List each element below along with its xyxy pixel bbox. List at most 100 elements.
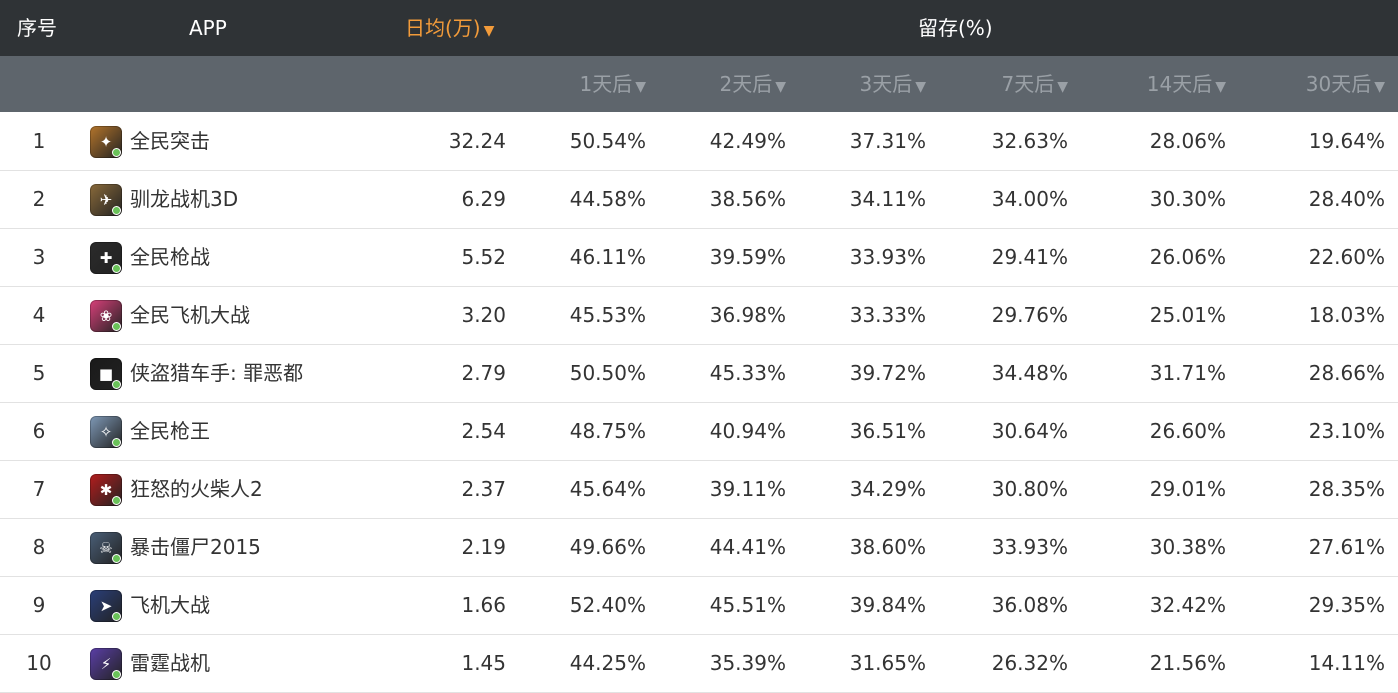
retention-r14-cell: 21.56% <box>1149 651 1226 675</box>
app-name: 全民枪王 <box>130 419 210 443</box>
app-cell[interactable]: ⚡ 雷霆战机 <box>90 635 210 692</box>
app-cell[interactable]: ✱ 狂怒的火柴人2 <box>90 461 263 518</box>
table-row[interactable]: 1 ✦ 全民突击 32.24 50.54% 42.49% 37.31% 32.63% 28.06… <box>0 113 1398 171</box>
status-dot-icon <box>112 495 121 505</box>
app-name: 侠盗猎车手: 罪恶都 <box>130 361 304 385</box>
dragon-game-icon: ✈ <box>90 183 122 216</box>
retention-r2-cell: 45.51% <box>709 593 786 617</box>
thunder-jet-game-icon: ⚡ <box>90 647 122 680</box>
retention-r3-cell: 31.65% <box>849 651 926 675</box>
table-row[interactable]: 10 ⚡ 雷霆战机 1.45 44.25% 35.39% 31.65% 26.32% 21.56… <box>0 635 1398 693</box>
table-row[interactable]: 6 ✧ 全民枪王 2.54 48.75% 40.94% 36.51% 30.64% 26.60%… <box>0 403 1398 461</box>
retention-r1-cell: 49.66% <box>569 535 646 559</box>
retention-r7-cell: 26.32% <box>991 651 1068 675</box>
retention-r7-cell: 30.80% <box>991 477 1068 501</box>
icon-glyph: ☠ <box>99 538 113 557</box>
retention-r14-cell: 28.06% <box>1149 129 1226 153</box>
gta-game-icon: ■ <box>90 357 122 390</box>
app-name: 飞机大战 <box>130 593 210 617</box>
status-dot-icon <box>112 263 121 273</box>
status-dot-icon <box>112 321 121 331</box>
retention-r1-cell: 44.25% <box>569 651 646 675</box>
rank-cell: 10 <box>26 651 52 675</box>
app-name: 驯龙战机3D <box>130 187 239 211</box>
day1-label: 1天后 <box>579 72 633 96</box>
retention-r3-cell: 34.11% <box>849 187 926 211</box>
retention-r30-cell: 23.10% <box>1308 419 1385 443</box>
table-row[interactable]: 9 ➤ 飞机大战 1.66 52.40% 45.51% 39.84% 36.08% 32.42%… <box>0 577 1398 635</box>
soldier-game-icon: ✦ <box>90 125 122 158</box>
sniper-game-icon: ✧ <box>90 415 122 448</box>
retention-r1-cell: 45.53% <box>569 303 646 327</box>
retention-r3-cell: 39.72% <box>849 361 926 385</box>
sort-desc-icon: ▼ <box>1057 79 1068 95</box>
sort-desc-icon: ▼ <box>635 79 646 95</box>
rank-cell: 8 <box>32 535 46 559</box>
icon-glyph: ✚ <box>99 248 113 267</box>
rank-cell: 1 <box>32 129 46 153</box>
day1-sort-header[interactable]: 1天后 ▼ <box>579 56 646 112</box>
day3-sort-header[interactable]: 3天后 ▼ <box>859 56 926 112</box>
retention-r2-cell: 42.49% <box>709 129 786 153</box>
table-row[interactable]: 7 ✱ 狂怒的火柴人2 2.37 45.64% 39.11% 34.29% 30.80% 29.… <box>0 461 1398 519</box>
app-name: 狂怒的火柴人2 <box>130 477 263 501</box>
daily-users-sort-header[interactable]: 日均(万) ▼ <box>405 0 494 56</box>
retention-r2-cell: 45.33% <box>709 361 786 385</box>
retention-r2-cell: 35.39% <box>709 651 786 675</box>
table-body: 1 ✦ 全民突击 32.24 50.54% 42.49% 37.31% 32.63% 28.06… <box>0 113 1398 693</box>
day14-sort-header[interactable]: 14天后 ▼ <box>1147 56 1226 112</box>
day7-sort-header[interactable]: 7天后 ▼ <box>1001 56 1068 112</box>
icon-glyph: ⚡ <box>100 654 112 673</box>
table-row[interactable]: 5 ■ 侠盗猎车手: 罪恶都 2.79 50.50% 45.33% 39.72% 34.48%… <box>0 345 1398 403</box>
app-cell[interactable]: ✚ 全民枪战 <box>90 229 210 286</box>
stickman-game-icon: ✱ <box>90 473 122 506</box>
icon-glyph: ✦ <box>99 132 113 151</box>
retention-r3-cell: 33.33% <box>849 303 926 327</box>
daily-users-cell: 3.20 <box>461 303 506 327</box>
app-name: 雷霆战机 <box>130 651 210 675</box>
table-subheader <box>0 56 1398 112</box>
daily-users-cell: 2.37 <box>461 477 506 501</box>
day30-sort-header[interactable]: 30天后 ▼ <box>1306 56 1385 112</box>
daily-users-cell: 32.24 <box>448 129 506 153</box>
sort-desc-icon: ▼ <box>1374 79 1385 95</box>
retention-r2-cell: 38.56% <box>709 187 786 211</box>
retention-r14-cell: 25.01% <box>1149 303 1226 327</box>
day3-label: 3天后 <box>859 72 913 96</box>
app-cell[interactable]: ➤ 飞机大战 <box>90 577 210 634</box>
status-dot-icon <box>112 379 121 389</box>
status-dot-icon <box>112 669 121 679</box>
table-row[interactable]: 8 ☠ 暴击僵尸2015 2.19 49.66% 44.41% 38.60% 33.93% 30… <box>0 519 1398 577</box>
retention-r7-cell: 29.41% <box>991 245 1068 269</box>
table-row[interactable]: 2 ✈ 驯龙战机3D 6.29 44.58% 38.56% 34.11% 34.00% 30.3… <box>0 171 1398 229</box>
retention-r14-cell: 32.42% <box>1149 593 1226 617</box>
daily-users-cell: 1.66 <box>461 593 506 617</box>
day14-label: 14天后 <box>1146 72 1213 96</box>
anime-pilot-game-icon: ❀ <box>90 299 122 332</box>
retention-r7-cell: 30.64% <box>991 419 1068 443</box>
app-cell[interactable]: ✧ 全民枪王 <box>90 403 210 460</box>
retention-r2-cell: 39.11% <box>709 477 786 501</box>
daily-users-cell: 2.19 <box>461 535 506 559</box>
app-cell[interactable]: ✦ 全民突击 <box>90 113 210 170</box>
retention-r1-cell: 45.64% <box>569 477 646 501</box>
rank-cell: 2 <box>32 187 46 211</box>
status-dot-icon <box>112 611 121 621</box>
day7-label: 7天后 <box>1001 72 1055 96</box>
table-row[interactable]: 3 ✚ 全民枪战 5.52 46.11% 39.59% 33.93% 29.41% 26.06%… <box>0 229 1398 287</box>
retention-r7-cell: 33.93% <box>991 535 1068 559</box>
app-cell[interactable]: ☠ 暴击僵尸2015 <box>90 519 261 576</box>
retention-r14-cell: 30.38% <box>1149 535 1226 559</box>
app-cell[interactable]: ■ 侠盗猎车手: 罪恶都 <box>90 345 303 402</box>
app-cell[interactable]: ❀ 全民飞机大战 <box>90 287 250 344</box>
icon-glyph: ✱ <box>99 480 113 499</box>
day2-sort-header[interactable]: 2天后 ▼ <box>719 56 786 112</box>
retention-r14-cell: 26.60% <box>1149 419 1226 443</box>
daily-users-label: 日均(万) <box>405 16 481 40</box>
sort-desc-icon: ▼ <box>483 23 495 39</box>
app-cell[interactable]: ✈ 驯龙战机3D <box>90 171 238 228</box>
table-row[interactable]: 4 ❀ 全民飞机大战 3.20 45.53% 36.98% 33.33% 29.76% 25.0… <box>0 287 1398 345</box>
retention-r7-cell: 29.76% <box>991 303 1068 327</box>
icon-glyph: ❀ <box>99 306 113 325</box>
icon-glyph: ➤ <box>99 596 113 615</box>
